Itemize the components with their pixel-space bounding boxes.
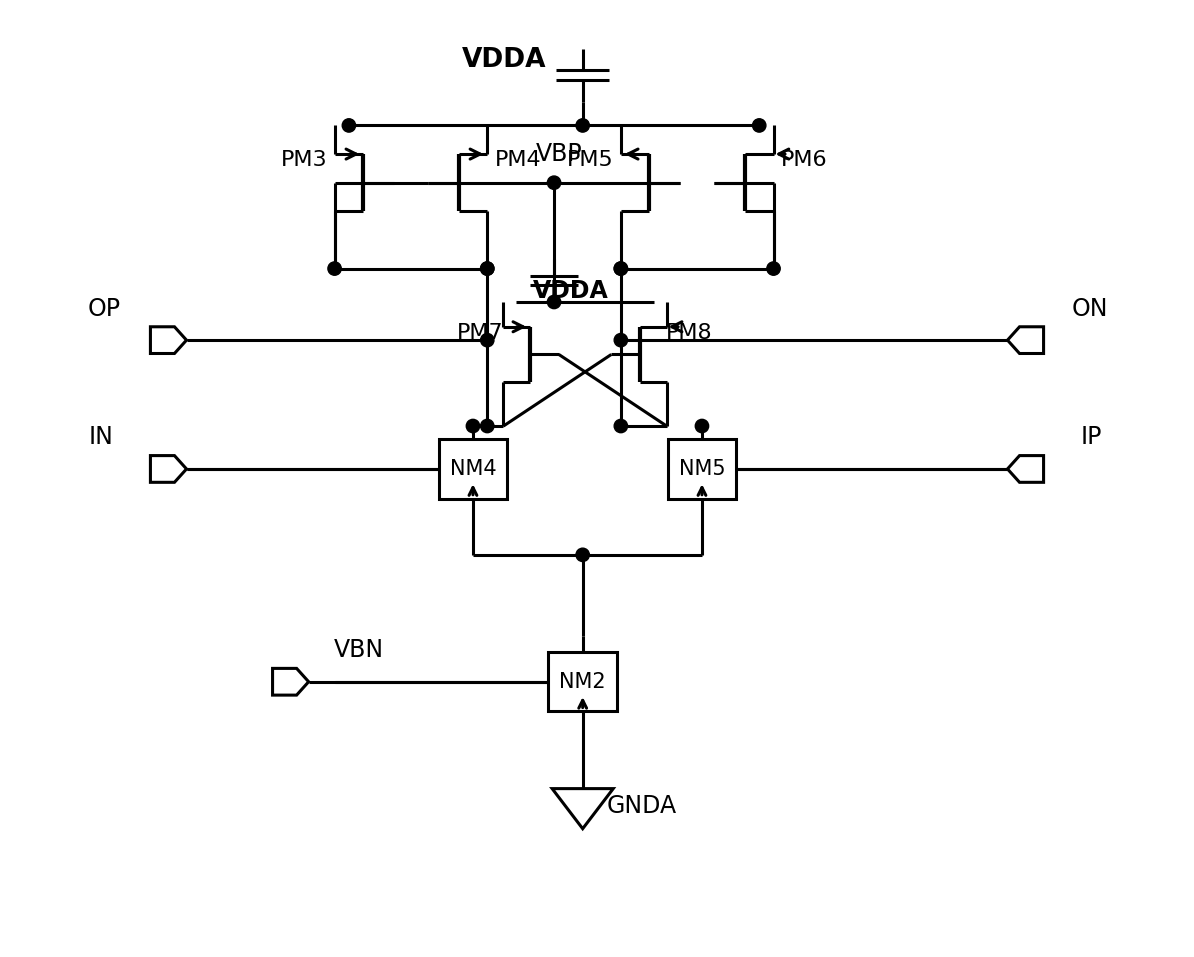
Circle shape [480,262,494,276]
Text: PM6: PM6 [781,150,827,169]
Text: PM4: PM4 [494,150,541,169]
Text: IN: IN [88,426,113,450]
Bar [667,439,737,499]
Text: PM3: PM3 [281,150,327,169]
Circle shape [480,419,494,433]
Circle shape [576,548,590,562]
Text: VBP: VBP [536,142,583,167]
Circle shape [614,262,628,276]
Circle shape [767,262,780,276]
Bar [548,652,617,711]
Circle shape [480,262,494,276]
Text: GNDA: GNDA [607,793,677,818]
Circle shape [614,333,628,346]
Text: PM8: PM8 [666,323,713,344]
Circle shape [695,419,709,433]
Circle shape [328,262,341,276]
Text: VDDA: VDDA [462,47,547,73]
Circle shape [547,296,561,309]
Circle shape [614,262,628,276]
Text: IP: IP [1081,426,1102,450]
Text: VDDA: VDDA [534,278,609,302]
Text: ON: ON [1072,297,1108,321]
Bar [438,439,507,499]
Circle shape [576,119,590,132]
Circle shape [343,119,356,132]
Text: VBN: VBN [333,638,383,662]
Circle shape [467,419,480,433]
Circle shape [614,419,628,433]
Circle shape [480,333,494,346]
Text: NM5: NM5 [678,459,725,478]
Circle shape [752,119,765,132]
Text: NM2: NM2 [559,672,607,692]
Text: PM5: PM5 [567,150,614,169]
Text: OP: OP [87,297,121,321]
Text: NM4: NM4 [450,459,497,478]
Circle shape [547,176,561,189]
Text: PM7: PM7 [457,323,504,344]
